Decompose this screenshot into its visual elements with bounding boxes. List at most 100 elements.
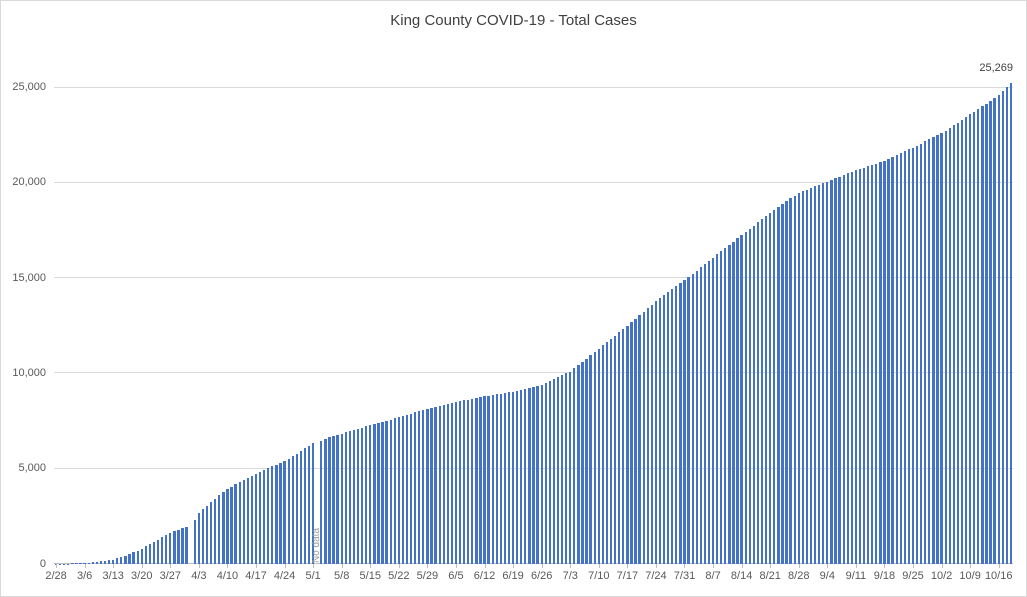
bar bbox=[577, 365, 580, 564]
bar bbox=[103, 560, 107, 564]
x-axis-tick-label: 3/13 bbox=[102, 570, 124, 582]
x-axis-tick-label: 7/31 bbox=[673, 570, 696, 582]
bar bbox=[79, 563, 82, 564]
bar bbox=[724, 248, 727, 564]
bar bbox=[981, 106, 984, 564]
bar bbox=[536, 385, 539, 564]
bar bbox=[862, 167, 866, 564]
x-axis-tick-label: 4/24 bbox=[273, 570, 296, 582]
bar bbox=[185, 526, 188, 564]
bar bbox=[638, 315, 641, 564]
bar bbox=[532, 386, 535, 564]
x-axis-tick bbox=[170, 564, 172, 568]
bar bbox=[748, 228, 751, 564]
bar bbox=[858, 168, 862, 564]
bar bbox=[418, 411, 421, 564]
bar bbox=[960, 119, 964, 564]
bar bbox=[826, 181, 829, 564]
bar bbox=[389, 419, 392, 564]
y-axis-labels: 0 5,000 10,000 15,000 20,000 25,000 bbox=[1, 81, 46, 569]
x-axis-tick bbox=[713, 564, 715, 568]
x-axis-tick-label: 2/28 bbox=[45, 570, 67, 582]
bar bbox=[626, 325, 629, 564]
bar bbox=[254, 473, 258, 564]
bar bbox=[393, 418, 396, 564]
bar bbox=[605, 342, 609, 564]
bar bbox=[650, 304, 653, 564]
bar bbox=[95, 561, 98, 564]
bar bbox=[793, 195, 796, 564]
bar bbox=[205, 505, 209, 564]
bar bbox=[813, 186, 817, 564]
x-axis-tick-label: 8/28 bbox=[788, 570, 810, 582]
bar bbox=[275, 464, 278, 564]
bar bbox=[875, 163, 878, 564]
x-axis-tick-label: 3/27 bbox=[159, 570, 182, 582]
bar bbox=[438, 405, 441, 564]
bar bbox=[397, 417, 400, 564]
bar bbox=[283, 461, 286, 564]
bar bbox=[830, 180, 833, 564]
gridline bbox=[54, 372, 1013, 374]
bar bbox=[209, 502, 213, 564]
x-axis-tick bbox=[227, 564, 229, 568]
bar bbox=[846, 173, 849, 564]
x-axis-tick bbox=[684, 564, 686, 568]
bar bbox=[344, 432, 347, 564]
bar bbox=[201, 509, 205, 564]
bar bbox=[458, 401, 462, 564]
bar bbox=[336, 434, 339, 564]
bar bbox=[91, 562, 94, 564]
bar bbox=[193, 520, 196, 564]
bar bbox=[360, 427, 364, 564]
bar bbox=[675, 286, 678, 564]
bar bbox=[214, 498, 217, 564]
bar bbox=[462, 400, 466, 564]
bar bbox=[948, 127, 951, 564]
bar bbox=[903, 151, 906, 564]
bar bbox=[124, 555, 127, 564]
bar bbox=[75, 563, 78, 564]
bar bbox=[781, 204, 784, 564]
x-axis-tick-label: 9/11 bbox=[845, 570, 867, 582]
bar bbox=[507, 392, 511, 564]
bar bbox=[556, 377, 560, 564]
bar bbox=[128, 553, 131, 564]
bar bbox=[871, 164, 874, 564]
bar bbox=[809, 187, 813, 564]
bar bbox=[177, 529, 180, 564]
bar bbox=[161, 537, 164, 564]
bar bbox=[385, 420, 388, 564]
x-axis-tick-label: 6/26 bbox=[530, 570, 553, 582]
bar bbox=[891, 157, 894, 564]
bar bbox=[528, 387, 531, 564]
bar bbox=[789, 198, 792, 564]
bar bbox=[964, 117, 968, 564]
bar bbox=[311, 443, 315, 564]
bar bbox=[499, 393, 502, 564]
bar bbox=[973, 111, 976, 564]
y-axis-tick-label: 15,000 bbox=[12, 271, 46, 284]
x-axis-tick bbox=[284, 564, 286, 568]
bar bbox=[928, 139, 931, 564]
bar bbox=[548, 381, 551, 564]
bar bbox=[479, 397, 482, 564]
bar bbox=[495, 394, 498, 564]
bar bbox=[589, 355, 592, 564]
x-axis-tick bbox=[998, 564, 1000, 568]
chart-title: King County COVID-19 - Total Cases bbox=[390, 12, 637, 29]
bar bbox=[989, 100, 992, 564]
bar bbox=[369, 425, 372, 564]
bar bbox=[838, 176, 841, 564]
bar bbox=[373, 424, 376, 564]
x-axis-tick-label: 7/10 bbox=[588, 570, 610, 582]
bar bbox=[87, 562, 90, 564]
bar bbox=[401, 416, 405, 564]
bar bbox=[136, 550, 139, 564]
bar bbox=[658, 298, 662, 564]
bar bbox=[475, 397, 478, 564]
bar bbox=[238, 482, 241, 564]
bar bbox=[956, 122, 960, 564]
bar bbox=[822, 183, 825, 564]
bar bbox=[854, 170, 858, 564]
